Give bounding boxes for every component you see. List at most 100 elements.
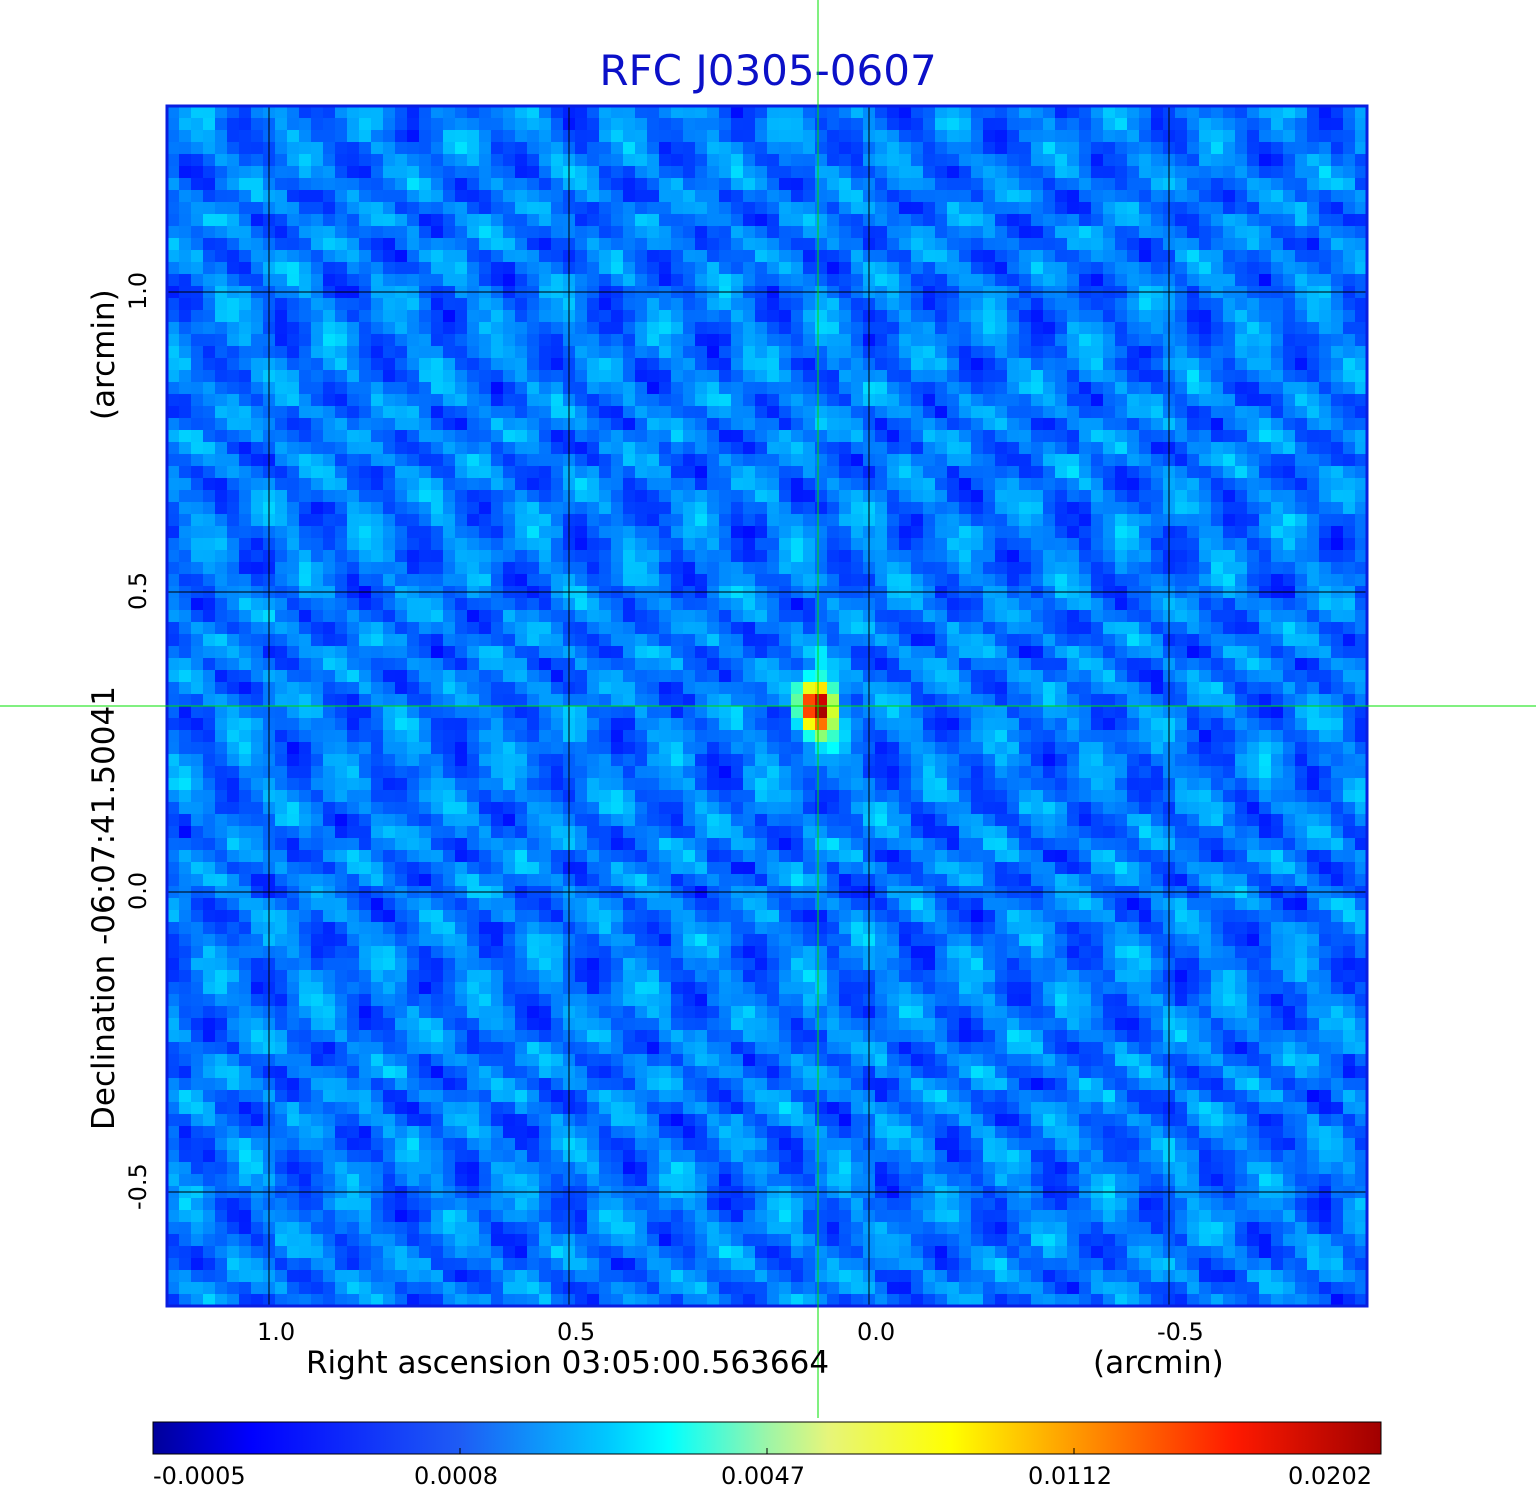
heat-cell <box>395 250 408 263</box>
heat-cell <box>1031 250 1044 263</box>
heat-cell <box>1283 238 1296 251</box>
heat-cell <box>551 466 564 479</box>
heat-cell <box>1127 130 1140 143</box>
heat-cell <box>503 454 516 467</box>
heat-cell <box>1235 682 1248 695</box>
heat-cell <box>947 370 960 383</box>
heat-cell <box>1331 370 1344 383</box>
heat-cell <box>635 394 648 407</box>
heat-cell <box>971 262 984 275</box>
heat-cell <box>755 274 768 287</box>
heat-cell <box>1007 598 1020 611</box>
heat-cell <box>407 118 420 131</box>
heat-cell <box>695 262 708 275</box>
heat-cell <box>1139 694 1152 707</box>
heat-cell <box>299 538 312 551</box>
heat-cell <box>695 670 708 683</box>
heat-cell <box>1271 142 1284 155</box>
heat-cell <box>1103 394 1116 407</box>
heat-cell <box>971 142 984 155</box>
heat-cell <box>935 610 948 623</box>
heat-cell <box>1295 514 1308 527</box>
heat-cell <box>731 202 744 215</box>
heat-cell <box>1247 466 1260 479</box>
heat-cell <box>767 310 780 323</box>
heat-cell <box>827 526 840 539</box>
heat-cell <box>1271 658 1284 671</box>
heat-cell <box>623 502 636 515</box>
heat-cell <box>815 274 828 287</box>
heat-cell <box>707 526 720 539</box>
heat-cell <box>851 178 864 191</box>
heat-cell <box>191 118 204 131</box>
heat-cell <box>515 382 528 395</box>
heat-cell <box>1055 310 1068 323</box>
heat-cell <box>539 610 552 623</box>
heat-cell <box>1019 238 1032 251</box>
heat-cell <box>299 682 312 695</box>
heat-cell <box>539 106 552 119</box>
heat-cell <box>683 130 696 143</box>
heat-cell <box>1055 538 1068 551</box>
heat-cell <box>791 466 804 479</box>
heat-cell <box>623 490 636 503</box>
heat-cell <box>1211 538 1224 551</box>
heat-cell <box>1091 370 1104 383</box>
heat-cell <box>1007 202 1020 215</box>
heat-cell <box>491 682 504 695</box>
heat-cell <box>1331 298 1344 311</box>
heat-cell <box>875 370 888 383</box>
heat-cell <box>875 298 888 311</box>
heat-cell <box>179 226 192 239</box>
heat-cell <box>923 142 936 155</box>
heat-cell <box>923 130 936 143</box>
heat-cell <box>1271 238 1284 251</box>
heat-cell <box>443 202 456 215</box>
heat-cell <box>743 406 756 419</box>
heat-cell <box>935 490 948 503</box>
heat-cell <box>1055 430 1068 443</box>
heat-cell <box>395 658 408 671</box>
heat-cell <box>1319 346 1332 359</box>
heat-cell <box>683 514 696 527</box>
heat-cell <box>707 466 720 479</box>
heat-cell <box>995 598 1008 611</box>
heat-cell <box>1295 538 1308 551</box>
heat-cell <box>839 514 852 527</box>
heat-cell <box>947 262 960 275</box>
heat-cell <box>587 430 600 443</box>
heat-cell <box>647 538 660 551</box>
heat-cell <box>491 250 504 263</box>
heat-cell <box>1247 310 1260 323</box>
heat-cell <box>1211 610 1224 623</box>
heat-cell <box>275 658 288 671</box>
heat-cell <box>995 382 1008 395</box>
heat-cell <box>1319 646 1332 659</box>
heat-cell <box>419 430 432 443</box>
heat-cell <box>731 454 744 467</box>
heat-cell <box>287 526 300 539</box>
heat-cell <box>1007 670 1020 683</box>
heat-cell <box>323 226 336 239</box>
heat-cell <box>935 274 948 287</box>
heat-cell <box>1103 478 1116 491</box>
heat-cell <box>827 142 840 155</box>
heat-cell <box>203 430 216 443</box>
heat-cell <box>359 274 372 287</box>
heat-cell <box>767 502 780 515</box>
heat-cell <box>1187 394 1200 407</box>
heat-cell <box>1127 670 1140 683</box>
heat-cell <box>431 598 444 611</box>
heat-cell <box>1235 382 1248 395</box>
heat-cell <box>335 238 348 251</box>
heat-cell <box>1175 310 1188 323</box>
heat-cell <box>899 646 912 659</box>
heat-cell <box>611 262 624 275</box>
heat-cell <box>767 418 780 431</box>
heat-cell <box>995 358 1008 371</box>
heat-cell <box>1007 514 1020 527</box>
heat-cell <box>311 250 324 263</box>
heat-cell <box>167 262 180 275</box>
heat-cell <box>1247 634 1260 647</box>
heat-cell <box>179 646 192 659</box>
